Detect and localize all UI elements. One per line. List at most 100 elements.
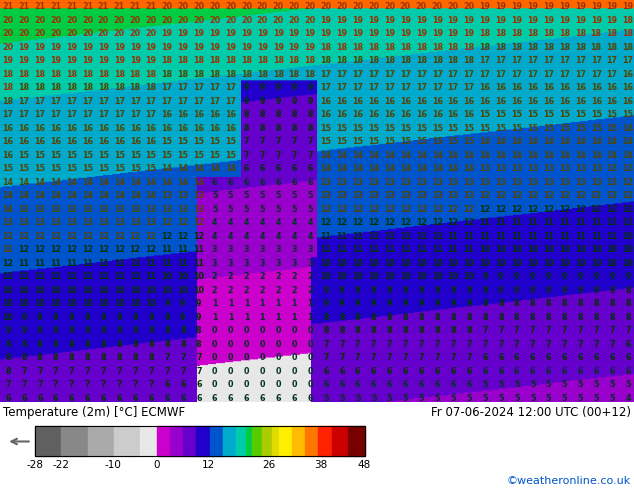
- Text: 7: 7: [530, 326, 535, 335]
- Text: 20: 20: [304, 16, 316, 24]
- Text: 13: 13: [82, 204, 93, 214]
- Text: 0: 0: [292, 380, 297, 389]
- Text: 8: 8: [578, 313, 583, 321]
- Text: 8: 8: [243, 123, 249, 133]
- Text: 12: 12: [432, 204, 443, 214]
- Text: 17: 17: [463, 70, 474, 78]
- Text: 16: 16: [368, 110, 379, 119]
- Bar: [170, 426, 173, 457]
- Text: 17: 17: [178, 83, 188, 92]
- Text: 8: 8: [259, 123, 265, 133]
- Text: 11: 11: [463, 232, 474, 241]
- Text: 6: 6: [307, 164, 313, 173]
- Text: 14: 14: [575, 150, 586, 160]
- Text: 19: 19: [623, 2, 633, 11]
- Text: 17: 17: [113, 110, 125, 119]
- Text: 12: 12: [479, 204, 491, 214]
- Text: 9: 9: [259, 97, 265, 105]
- Text: 14: 14: [400, 150, 411, 160]
- Text: 0: 0: [307, 353, 313, 362]
- Text: 11: 11: [130, 259, 141, 268]
- Text: 9: 9: [196, 313, 202, 321]
- Text: 9: 9: [37, 326, 42, 335]
- Text: 6: 6: [292, 164, 297, 173]
- Text: 13: 13: [178, 204, 188, 214]
- Text: 17: 17: [432, 83, 443, 92]
- Text: 16: 16: [34, 137, 45, 146]
- Text: 12: 12: [66, 245, 77, 254]
- Text: 17: 17: [607, 56, 618, 65]
- Text: 9: 9: [498, 286, 503, 294]
- Bar: [84, 426, 87, 457]
- Text: 20: 20: [193, 2, 204, 11]
- Text: 6: 6: [243, 393, 249, 402]
- Text: 7: 7: [355, 353, 361, 362]
- Text: 11: 11: [400, 245, 411, 254]
- Text: 5: 5: [276, 204, 281, 214]
- Text: 14: 14: [193, 177, 204, 187]
- Text: 15: 15: [66, 164, 77, 173]
- Text: 17: 17: [337, 83, 347, 92]
- Text: 12: 12: [527, 204, 538, 214]
- Text: 16: 16: [178, 110, 188, 119]
- Text: 9: 9: [387, 299, 392, 308]
- Text: 14: 14: [98, 177, 109, 187]
- Text: 0: 0: [228, 380, 233, 389]
- Text: 9: 9: [180, 299, 186, 308]
- Text: 15: 15: [495, 110, 507, 119]
- Text: 11: 11: [178, 259, 188, 268]
- Text: 7: 7: [307, 137, 313, 146]
- Text: 11: 11: [98, 272, 109, 281]
- Text: 19: 19: [559, 2, 570, 11]
- Text: 10: 10: [463, 272, 474, 281]
- Text: 7: 7: [117, 380, 122, 389]
- Text: 14: 14: [543, 137, 554, 146]
- Text: 19: 19: [400, 16, 411, 24]
- Text: 12: 12: [336, 204, 347, 214]
- Text: 20: 20: [241, 16, 252, 24]
- Text: 5: 5: [546, 380, 551, 389]
- Text: 6: 6: [180, 393, 186, 402]
- Text: 15: 15: [50, 164, 61, 173]
- Bar: [276, 426, 279, 457]
- Bar: [197, 426, 200, 457]
- Text: 16: 16: [432, 97, 443, 105]
- Text: 17: 17: [448, 70, 458, 78]
- Text: 4: 4: [212, 218, 217, 227]
- Text: 1: 1: [212, 299, 217, 308]
- Text: 12: 12: [113, 245, 125, 254]
- Text: 13: 13: [50, 218, 61, 227]
- Text: 19: 19: [113, 43, 125, 51]
- Text: 19: 19: [304, 43, 316, 51]
- Text: 10: 10: [193, 272, 204, 281]
- Text: 13: 13: [527, 164, 538, 173]
- Text: 11: 11: [34, 259, 45, 268]
- Text: 19: 19: [463, 16, 474, 24]
- Text: 18: 18: [273, 70, 284, 78]
- Text: 10: 10: [448, 272, 458, 281]
- Text: 11: 11: [193, 245, 204, 254]
- Text: 16: 16: [479, 97, 491, 105]
- Text: 8: 8: [53, 353, 58, 362]
- Bar: [173, 426, 177, 457]
- Text: 8: 8: [450, 326, 456, 335]
- Text: 9: 9: [101, 326, 106, 335]
- Text: 16: 16: [209, 123, 220, 133]
- Bar: [144, 426, 147, 457]
- Text: 19: 19: [209, 43, 220, 51]
- Text: 20: 20: [34, 29, 46, 38]
- Text: 7: 7: [498, 326, 503, 335]
- Text: 8: 8: [21, 353, 27, 362]
- Bar: [361, 426, 365, 457]
- Text: 5: 5: [562, 393, 567, 402]
- Text: 19: 19: [98, 56, 109, 65]
- Text: 19: 19: [527, 16, 538, 24]
- Text: 19: 19: [337, 29, 347, 38]
- Text: 17: 17: [463, 83, 474, 92]
- Text: 8: 8: [625, 299, 631, 308]
- Text: 11: 11: [384, 232, 395, 241]
- Text: 6: 6: [482, 353, 488, 362]
- Text: 7: 7: [5, 380, 11, 389]
- Text: 17: 17: [130, 97, 141, 105]
- Text: 5: 5: [259, 191, 265, 200]
